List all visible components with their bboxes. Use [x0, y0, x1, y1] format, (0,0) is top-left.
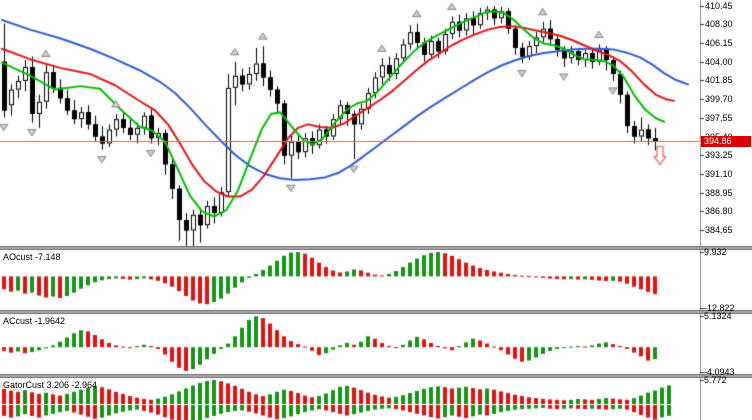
price-tick-label: 384.65: [705, 225, 733, 235]
panel1-axis-min: -12.822: [704, 303, 735, 313]
price-tick-label: 393.25: [705, 150, 733, 161]
price-tick-label: 399.70: [705, 94, 733, 105]
current-price-badge: 394.86: [701, 136, 751, 147]
price-tick-label: 391.10: [705, 168, 733, 179]
panel3-axis-max: 5.772: [704, 375, 727, 385]
price-tick-label: 410.45: [705, 0, 733, 11]
panel1-axis-max: 9.932: [704, 247, 727, 257]
panel2-axis-min: -4.0943: [704, 367, 735, 377]
price-tick-label: 397.55: [705, 112, 733, 123]
price-tick-label: 406.15: [705, 38, 733, 49]
panel2-axis-max: 5.1324: [704, 311, 732, 321]
indicator-label-gatorcust: GatorCust 3.206 -2.964: [3, 380, 98, 390]
price-tick-label: 386.80: [705, 206, 733, 217]
price-tick-label: 404.00: [705, 56, 733, 67]
price-tick-label: 401.85: [705, 75, 733, 86]
indicator-label-aocust: AOcust -7.148: [3, 252, 61, 262]
price-tick-label: 408.30: [705, 19, 733, 30]
indicator-label-accust: ACcust -1.9642: [3, 316, 66, 326]
price-tick-label: 388.95: [705, 187, 733, 198]
